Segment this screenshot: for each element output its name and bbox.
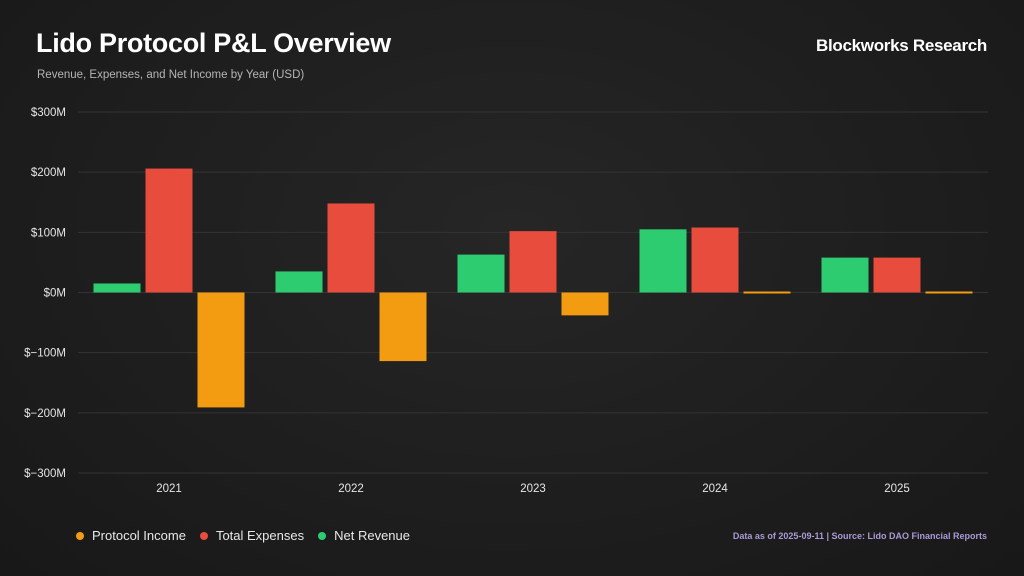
bar-protocol-income bbox=[925, 291, 973, 294]
bar-net-revenue bbox=[821, 257, 869, 293]
y-tick-label: $300M bbox=[31, 107, 66, 119]
y-tick-label: $−100M bbox=[24, 348, 66, 360]
brand-logo-text: Blockworks Research bbox=[816, 36, 987, 55]
bar-total-expenses bbox=[691, 227, 739, 293]
x-tick-label: 2025 bbox=[884, 483, 910, 495]
legend-swatch-net-revenue bbox=[318, 531, 327, 540]
chart-legend: Protocol Income Total Expenses Net Reven… bbox=[76, 528, 410, 543]
bar-protocol-income bbox=[743, 291, 791, 294]
bar-protocol-income bbox=[561, 292, 609, 316]
legend-item-total-expenses: Total Expenses bbox=[199, 528, 305, 543]
legend-label-protocol-income: Protocol Income bbox=[92, 528, 186, 543]
y-tick-label: $100M bbox=[31, 227, 66, 239]
chart-title: Lido Protocol P&L Overview bbox=[36, 28, 391, 58]
bar-net-revenue bbox=[639, 229, 687, 293]
y-tick-label: $200M bbox=[31, 167, 66, 179]
legend-label-total-expenses: Total Expenses bbox=[215, 528, 305, 543]
chart-subtitle: Revenue, Expenses, and Net Income by Yea… bbox=[37, 69, 305, 81]
bar-total-expenses bbox=[327, 203, 375, 293]
x-tick-label: 2022 bbox=[338, 483, 364, 495]
legend-item-net-revenue: Net Revenue bbox=[318, 528, 410, 543]
legend-item-protocol-income: Protocol Income bbox=[76, 528, 186, 543]
y-tick-label: $−300M bbox=[24, 468, 66, 480]
bar-net-revenue bbox=[457, 254, 505, 293]
bar-total-expenses bbox=[873, 257, 921, 293]
x-tick-label: 2023 bbox=[520, 483, 546, 495]
bar-total-expenses bbox=[145, 168, 193, 293]
bar-protocol-income bbox=[379, 292, 427, 362]
y-tick-label: $−200M bbox=[24, 408, 66, 420]
bar-net-revenue bbox=[93, 283, 141, 293]
x-tick-label: 2024 bbox=[702, 483, 728, 495]
bar-protocol-income bbox=[197, 292, 245, 408]
legend-label-net-revenue: Net Revenue bbox=[334, 528, 410, 543]
legend-swatch-protocol-income bbox=[76, 531, 84, 540]
x-tick-label: 2021 bbox=[156, 483, 182, 495]
bar-net-revenue bbox=[275, 271, 323, 293]
y-tick-label: $0M bbox=[44, 288, 66, 300]
legend-swatch-total-expenses bbox=[199, 531, 208, 540]
data-source-footnote: Data as of 2025-09-11 | Source: Lido DAO… bbox=[732, 531, 987, 541]
bar-total-expenses bbox=[509, 231, 557, 293]
